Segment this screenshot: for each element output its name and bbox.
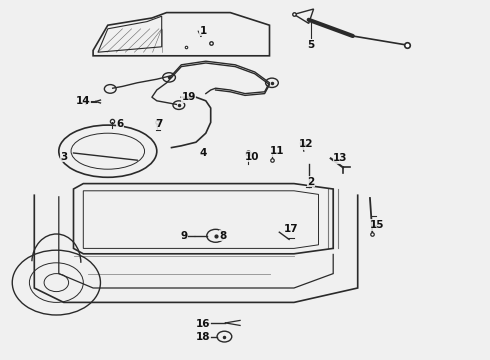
Text: 14: 14 [76,96,91,106]
Text: 9: 9 [180,231,187,241]
Text: 3: 3 [60,152,67,162]
Text: 17: 17 [284,224,299,234]
Text: 1: 1 [200,26,207,36]
Text: 11: 11 [270,146,284,156]
Text: 2: 2 [308,177,315,187]
Text: 7: 7 [155,119,163,129]
Text: 10: 10 [245,152,260,162]
Text: 6: 6 [117,119,123,129]
Text: 16: 16 [196,319,211,329]
Text: 18: 18 [196,332,211,342]
Text: 8: 8 [220,231,226,241]
Text: 15: 15 [370,220,385,230]
Text: 5: 5 [308,40,315,50]
Text: 13: 13 [333,153,348,163]
Text: 12: 12 [299,139,314,149]
Text: 4: 4 [199,148,207,158]
Text: 19: 19 [181,92,196,102]
